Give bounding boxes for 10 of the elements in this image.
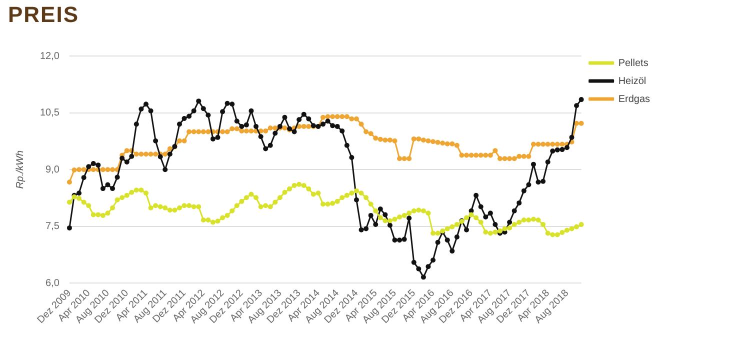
- y-tick-label: 10,5: [40, 108, 60, 119]
- legend-label: Erdgas: [618, 94, 650, 105]
- legend-label: Heizöl: [618, 76, 646, 87]
- y-tick-label: 9,0: [46, 164, 60, 176]
- chart-title: PREIS: [8, 2, 80, 28]
- legend-label: Pellets: [618, 58, 648, 69]
- y-tick-label: 6,0: [46, 278, 60, 289]
- y-tick-label: 12,0: [40, 50, 60, 62]
- y-tick-label: 7,5: [46, 221, 60, 232]
- y-axis-title: Rp./kWh: [14, 150, 26, 189]
